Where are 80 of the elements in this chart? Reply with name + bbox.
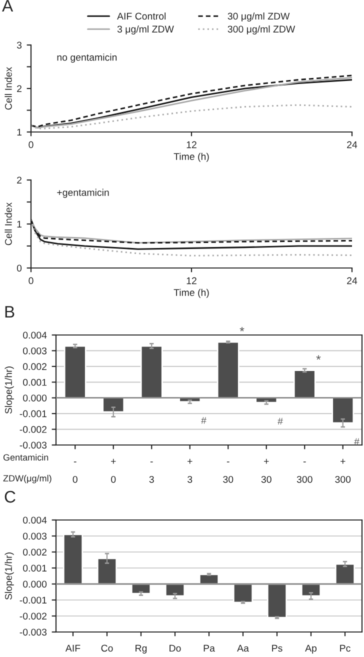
- annotation: #: [201, 417, 206, 424]
- bar: [164, 583, 186, 597]
- legend-label: 300 μg/ml ZDW: [228, 25, 296, 35]
- y-tick-label: -0.001: [20, 410, 46, 418]
- bar: [332, 397, 354, 424]
- bar: [130, 583, 152, 594]
- category-label: + 30: [261, 458, 272, 483]
- annotation: *: [240, 326, 244, 332]
- x-tick-label: Co: [101, 644, 113, 652]
- category-label: + 3: [188, 458, 192, 483]
- chart-title: C: [4, 490, 16, 503]
- x-tick-label: 12: [186, 141, 196, 148]
- y-tick-label: 1: [17, 220, 22, 228]
- text: ZDW(μg/ml): [3, 474, 52, 484]
- y-tick-label: 0.004: [23, 516, 47, 524]
- x-tick-label: 24: [347, 277, 358, 284]
- y-tick-label: 0: [16, 264, 22, 272]
- y-axis-title: Cell Index: [4, 66, 12, 110]
- y-tick-label: -0.002: [20, 612, 46, 620]
- x-tick-label: Pc: [340, 644, 350, 652]
- x-tick-label: Ps: [272, 644, 282, 652]
- bar: [198, 574, 220, 585]
- category-label: - 30: [223, 462, 234, 483]
- text: Gentamicin: [3, 454, 48, 461]
- x-tick-label: Rg: [136, 644, 147, 654]
- category-label: - 0: [72, 462, 78, 483]
- y-tick-label: 0.000: [23, 394, 47, 402]
- bar: [216, 341, 240, 399]
- x-tick-label: AIF: [65, 644, 80, 652]
- annotation: no gentamicin: [57, 54, 117, 63]
- bar: [232, 583, 254, 604]
- category-label: + 300: [335, 458, 351, 483]
- y-tick-label: -0.003: [20, 628, 47, 636]
- y-tick-label: 0.003: [23, 347, 47, 354]
- x-axis-title: Time (h): [174, 152, 209, 162]
- bar: [96, 558, 118, 585]
- y-tick-label: 0.001: [23, 564, 46, 572]
- bar: [102, 397, 125, 413]
- y-tick-label: 0.001: [23, 378, 46, 386]
- category-label: - 3: [149, 462, 154, 483]
- y-tick-label: 2: [17, 176, 22, 184]
- y-tick-label: -0.003: [20, 442, 47, 449]
- x-tick-label: Ap: [305, 644, 317, 654]
- bar: [266, 583, 288, 618]
- annotation: +gentamicin: [57, 188, 109, 198]
- y-axis-title: Slope(1/hr): [4, 366, 14, 414]
- chart-title: B: [5, 306, 14, 318]
- category-label: - 300: [296, 462, 312, 483]
- bar: [293, 370, 316, 399]
- x-axis-title: Time (h): [174, 288, 209, 298]
- bar: [140, 345, 163, 399]
- category-label: + 0: [111, 458, 116, 483]
- annotation: #: [278, 418, 283, 425]
- annotation: *: [316, 355, 321, 360]
- y-tick-label: -0.002: [20, 426, 46, 433]
- y-tick-label: 1: [17, 128, 22, 136]
- y-tick-label: -0.001: [20, 596, 46, 604]
- y-axis-title: Cell Index: [4, 202, 12, 246]
- x-tick-label: Aa: [237, 644, 249, 652]
- y-tick-label: 0.003: [23, 532, 47, 540]
- x-tick-label: Do: [170, 644, 181, 652]
- annotation: #: [354, 438, 360, 445]
- y-tick-label: 2: [17, 85, 22, 92]
- legend-label: 30 μg/ml ZDW: [228, 12, 290, 22]
- legend-label: AIF Control: [117, 12, 166, 20]
- bar: [62, 534, 84, 585]
- bar: [334, 563, 356, 585]
- x-tick-label: Pa: [204, 644, 215, 652]
- y-tick-label: 0.002: [23, 363, 46, 370]
- y-tick-label: 3: [16, 42, 22, 49]
- y-tick-label: 0.002: [23, 548, 46, 556]
- chart-title: A: [2, 0, 14, 12]
- x-tick-label: 12: [186, 277, 196, 284]
- legend-label: 3 μg/ml ZDW: [117, 25, 174, 35]
- y-axis-title: Slope(1/hr): [4, 552, 14, 600]
- x-tick-label: 24: [347, 141, 358, 148]
- bar: [300, 583, 322, 597]
- y-tick-label: 0.004: [23, 332, 47, 339]
- y-tick-label: 0.000: [23, 580, 47, 588]
- bar: [64, 345, 86, 399]
